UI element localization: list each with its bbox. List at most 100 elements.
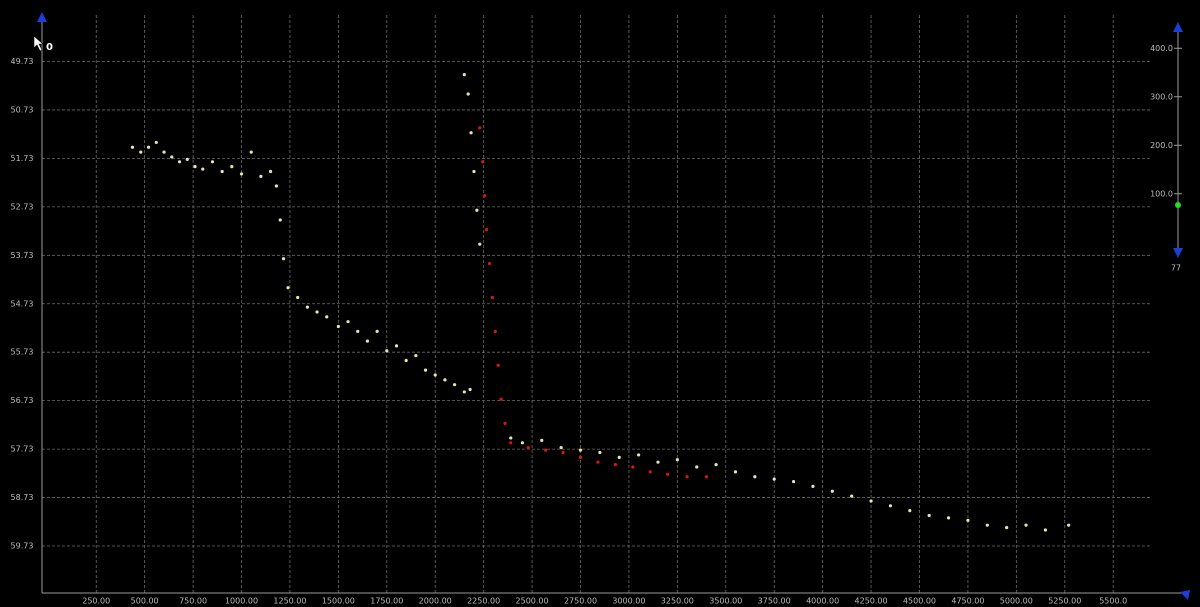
point xyxy=(453,383,456,386)
point xyxy=(792,480,795,483)
point xyxy=(282,257,285,260)
point xyxy=(385,349,388,352)
slider-handle[interactable] xyxy=(1173,248,1183,258)
x-tick-label: 3750.00 xyxy=(758,597,791,606)
point xyxy=(230,165,233,168)
point xyxy=(908,509,911,512)
point xyxy=(649,470,652,473)
x-tick-label: 1250.00 xyxy=(273,597,306,606)
point xyxy=(376,330,379,333)
point xyxy=(434,373,437,376)
y-tick-label: 53.73 xyxy=(11,251,34,260)
point xyxy=(356,330,359,333)
y-tick-label: 58.73 xyxy=(11,493,34,502)
point xyxy=(631,465,634,468)
point xyxy=(618,456,621,459)
x-tick-label: 250.00 xyxy=(82,597,110,606)
point xyxy=(499,398,502,401)
y-tick-label: 52.73 xyxy=(11,202,34,211)
point xyxy=(527,446,530,449)
x-tick-label: 1000.00 xyxy=(225,597,258,606)
point xyxy=(155,141,158,144)
point xyxy=(676,458,679,461)
y-tick-label: 56.73 xyxy=(11,396,34,405)
point xyxy=(485,228,488,231)
x-tick-label: 2250.00 xyxy=(467,597,500,606)
point xyxy=(346,320,349,323)
axis-arrow xyxy=(1173,22,1183,32)
point xyxy=(714,463,717,466)
point xyxy=(211,160,214,163)
point xyxy=(1067,524,1070,527)
point xyxy=(497,364,500,367)
x-tick-label: 4500.00 xyxy=(903,597,936,606)
x-tick-label: 4250.00 xyxy=(855,597,888,606)
point xyxy=(279,218,282,221)
point xyxy=(240,172,243,175)
chart: 0 49.7350.7351.7352.7353.7354.7355.7356.… xyxy=(0,0,1200,607)
point xyxy=(811,485,814,488)
point xyxy=(540,439,543,442)
x-tick-label: 1500.00 xyxy=(322,597,355,606)
point xyxy=(472,170,475,173)
point xyxy=(1044,528,1047,531)
y-tick-label: 50.73 xyxy=(11,105,34,114)
point xyxy=(275,184,278,187)
point xyxy=(850,495,853,498)
x-tick-label: 5000.00 xyxy=(1000,597,1033,606)
x-tick-label: 5250.00 xyxy=(1048,597,1081,606)
y-tick-label: 51.73 xyxy=(11,154,34,163)
y2-marker-label: 77 xyxy=(1171,264,1181,273)
point xyxy=(947,516,950,519)
axis-arrow xyxy=(1180,590,1190,600)
point xyxy=(1024,524,1027,527)
page: {"chart_data": {"type": "scatter", "orig… xyxy=(0,0,1200,607)
axis-arrow xyxy=(37,12,47,22)
point xyxy=(986,524,989,527)
point xyxy=(296,296,299,299)
point xyxy=(509,441,512,444)
point xyxy=(695,465,698,468)
point xyxy=(201,167,204,170)
point xyxy=(488,262,491,265)
x-tick-label: 3000.00 xyxy=(612,597,645,606)
point xyxy=(193,165,196,168)
point xyxy=(269,170,272,173)
point xyxy=(481,160,484,163)
y2-marker xyxy=(1175,202,1181,208)
point xyxy=(734,470,737,473)
point xyxy=(221,170,224,173)
point xyxy=(560,446,563,449)
point xyxy=(475,209,478,212)
point xyxy=(286,286,289,289)
point xyxy=(1005,526,1008,529)
x-tick-label: 3500.00 xyxy=(709,597,742,606)
x-tick-label: 2750.00 xyxy=(564,597,597,606)
point xyxy=(637,453,640,456)
y-tick-label: 49.73 xyxy=(11,57,34,66)
point xyxy=(503,422,506,425)
point xyxy=(366,339,369,342)
point xyxy=(250,151,253,154)
point xyxy=(491,296,494,299)
origin-label: 0 xyxy=(46,42,53,53)
point xyxy=(509,436,512,439)
y-tick-label: 55.73 xyxy=(11,348,34,357)
point xyxy=(656,461,659,464)
point xyxy=(494,330,497,333)
point xyxy=(469,131,472,134)
point xyxy=(561,451,564,454)
point xyxy=(315,310,318,313)
point xyxy=(162,151,165,154)
point xyxy=(325,315,328,318)
point xyxy=(596,461,599,464)
point xyxy=(467,92,470,95)
point xyxy=(869,499,872,502)
y2-tick-label: 100.0 xyxy=(1150,189,1173,198)
y2-tick-label: 200.0 xyxy=(1150,141,1173,150)
point xyxy=(966,519,969,522)
point xyxy=(483,194,486,197)
point xyxy=(147,146,150,149)
point xyxy=(463,390,466,393)
x-tick-label: 1750.00 xyxy=(370,597,403,606)
